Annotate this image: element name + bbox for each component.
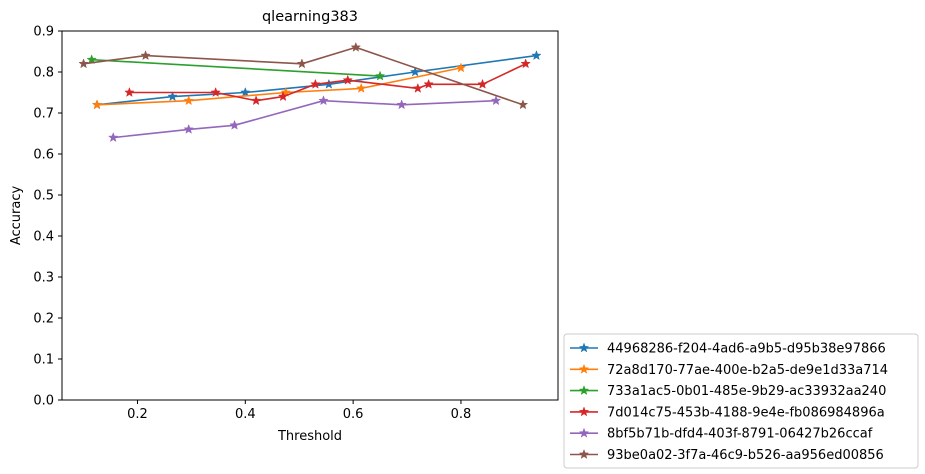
series-3: [86, 54, 386, 81]
y-tick-label: 0.7: [33, 107, 54, 122]
data-point-star: [477, 78, 488, 89]
legend-label: 44968286-f204-4ad6-a9b5-d95b38e97866: [607, 342, 886, 357]
data-point-star: [396, 99, 407, 110]
data-point-star: [167, 91, 178, 102]
x-tick-label: 0.2: [127, 407, 148, 422]
y-tick-label: 0.8: [33, 66, 54, 81]
legend-label: 733a1ac5-0b01-485e-9b29-ac33932aa240: [607, 384, 886, 399]
legend-entry: 733a1ac5-0b01-485e-9b29-ac33932aa240: [570, 384, 886, 399]
legend-entry: 7d014c75-453b-4188-9e4e-fb086984896a: [570, 405, 885, 420]
data-point-star: [229, 119, 240, 130]
series-line: [96, 54, 537, 106]
legend-label: 72a8d170-77ae-400e-b2a5-de9e1d33a714: [607, 363, 888, 378]
legend-entry: 44968286-f204-4ad6-a9b5-d95b38e97866: [570, 342, 886, 357]
data-point-star: [124, 86, 135, 97]
y-tick-label: 0.4: [33, 230, 54, 245]
legend-star-marker: [578, 363, 590, 374]
data-point-star: [423, 78, 434, 89]
series-line: [113, 99, 497, 139]
x-tick-label: 0.8: [451, 407, 472, 422]
series-line: [91, 58, 381, 77]
data-point-star: [517, 99, 529, 110]
data-point-star: [350, 41, 362, 52]
legend-label: 7d014c75-453b-4188-9e4e-fb086984896a: [607, 405, 885, 420]
y-tick-label: 0.2: [33, 312, 54, 327]
series-6: [78, 41, 529, 110]
legend-star-marker: [578, 385, 590, 396]
data-point-star: [531, 50, 542, 61]
data-point-star: [250, 95, 262, 106]
series-4: [124, 58, 531, 106]
data-point-star: [355, 82, 367, 93]
legend-star-marker: [578, 406, 590, 417]
data-point-star: [342, 74, 353, 85]
series-5: [107, 95, 502, 143]
x-axis-label: Threshold: [277, 429, 342, 444]
y-tick-label: 0.3: [33, 271, 54, 286]
data-point-star: [318, 95, 329, 106]
data-point-star: [280, 86, 291, 97]
data-point-star: [107, 132, 119, 143]
data-point-star: [490, 95, 502, 106]
data-point-star: [240, 86, 251, 97]
data-point-star: [296, 58, 308, 69]
data-point-star: [86, 54, 97, 65]
data-point-star: [412, 82, 424, 93]
plot-area-frame: [61, 30, 559, 401]
y-tick-label: 0.5: [33, 189, 54, 204]
y-tick-label: 0.6: [33, 148, 54, 163]
data-point-star: [140, 50, 151, 61]
y-tick-label: 0.1: [33, 353, 54, 368]
data-point-star: [91, 99, 103, 110]
legend-frame: [563, 333, 919, 469]
series-line: [129, 63, 526, 102]
data-point-star: [374, 70, 386, 81]
y-tick-label: 0.9: [33, 25, 54, 40]
data-point-star: [520, 58, 531, 69]
legend-star-marker: [578, 448, 590, 459]
data-point-star: [78, 58, 89, 69]
x-tick-label: 0.6: [343, 407, 364, 422]
chart-title: qlearning383: [262, 9, 358, 25]
series-2: [91, 62, 467, 110]
legend-star-marker: [578, 427, 590, 438]
y-tick-label: 0.0: [33, 394, 54, 409]
data-point-star: [210, 86, 221, 97]
legend: 44968286-f204-4ad6-a9b5-d95b38e97866 72a8…: [563, 333, 919, 469]
data-point-star: [455, 62, 467, 73]
legend-entry: 93be0a02-3f7a-46c9-b526-aa956ed00856: [570, 448, 884, 463]
data-point-star: [183, 95, 194, 106]
legend-entry: 72a8d170-77ae-400e-b2a5-de9e1d33a714: [570, 363, 888, 378]
data-point-star: [310, 78, 321, 89]
y-axis-label: Accuracy: [9, 186, 24, 246]
legend-star-marker: [578, 342, 590, 353]
x-tick-label: 0.4: [235, 407, 256, 422]
data-point-star: [409, 66, 421, 77]
data-point-star: [277, 91, 289, 102]
legend-label: 8bf5b71b-dfd4-403f-8791-06427b26ccaf: [607, 427, 873, 442]
data-point-star: [183, 123, 194, 134]
legend-entry: 8bf5b71b-dfd4-403f-8791-06427b26ccaf: [570, 427, 873, 442]
legend-label: 93be0a02-3f7a-46c9-b526-aa956ed00856: [607, 448, 884, 463]
